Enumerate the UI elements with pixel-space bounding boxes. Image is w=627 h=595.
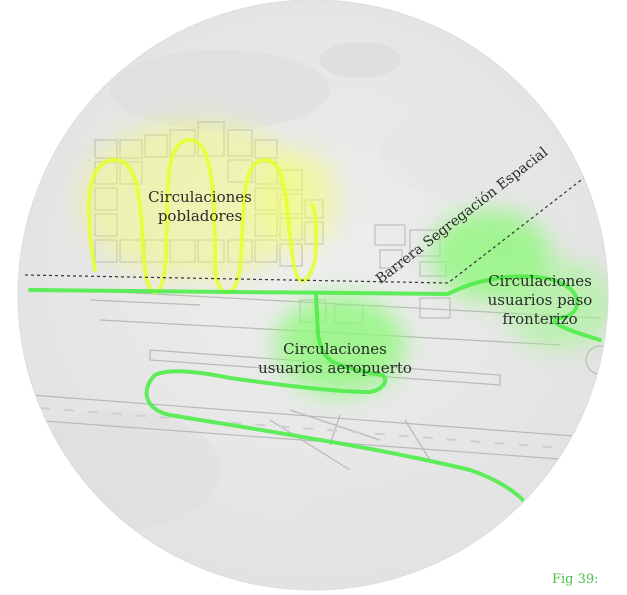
border-crossing-route: [28, 274, 602, 342]
terrain-texture: [20, 42, 560, 570]
label-line: Circulaciones: [148, 188, 252, 206]
label-line: usuarios paso: [487, 291, 593, 309]
label-line: Circulaciones: [488, 272, 592, 290]
airport-route: [144, 292, 529, 507]
label-line: fronterizo: [502, 310, 578, 328]
label-line: usuarios aeropuerto: [258, 359, 412, 377]
figure-caption: Fig 39:: [552, 572, 599, 587]
label-circulaciones-aeropuerto: Circulaciones usuarios aeropuerto: [250, 340, 420, 378]
label-line: Circulaciones: [283, 340, 387, 358]
map-frame: [17, 0, 609, 591]
label-circulaciones-pobladores: Circulaciones pobladores: [140, 188, 260, 226]
label-line: pobladores: [157, 207, 243, 225]
label-circulaciones-paso-fronterizo: Circulaciones usuarios paso fronterizo: [478, 272, 602, 329]
town-circulation-loops: [87, 137, 319, 295]
